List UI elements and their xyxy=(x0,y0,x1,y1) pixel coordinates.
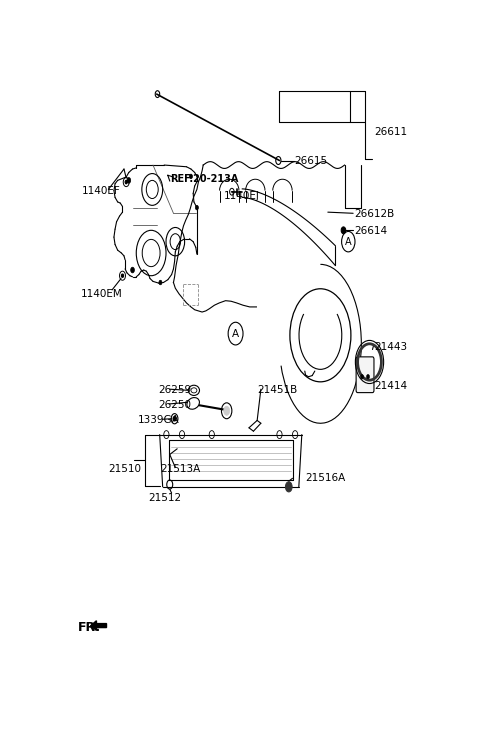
Circle shape xyxy=(190,174,192,178)
Circle shape xyxy=(173,416,176,421)
Ellipse shape xyxy=(188,385,200,396)
Circle shape xyxy=(286,482,292,492)
Ellipse shape xyxy=(191,388,197,393)
Ellipse shape xyxy=(187,397,199,409)
Text: FR.: FR. xyxy=(78,621,101,634)
Circle shape xyxy=(125,181,127,184)
Text: 21414: 21414 xyxy=(374,381,408,391)
Text: 21451B: 21451B xyxy=(257,385,298,395)
Circle shape xyxy=(360,374,363,379)
Text: 26612B: 26612B xyxy=(354,209,394,220)
Circle shape xyxy=(341,227,346,234)
Text: 21513A: 21513A xyxy=(160,464,201,474)
Text: 26611: 26611 xyxy=(374,128,408,137)
Text: 26250: 26250 xyxy=(158,400,192,410)
Text: 21443: 21443 xyxy=(374,342,408,352)
Text: REF.20-213A: REF.20-213A xyxy=(170,174,238,184)
Circle shape xyxy=(367,374,370,379)
Text: 1140EM: 1140EM xyxy=(81,289,122,299)
Text: A: A xyxy=(232,329,239,338)
Text: 26614: 26614 xyxy=(354,226,387,237)
Circle shape xyxy=(159,280,162,284)
Polygon shape xyxy=(91,621,107,630)
Text: A: A xyxy=(345,237,352,247)
Text: 21510: 21510 xyxy=(108,464,142,474)
Text: 1339GA: 1339GA xyxy=(138,416,180,425)
Text: 26259: 26259 xyxy=(158,385,192,395)
Text: 1140EJ: 1140EJ xyxy=(224,192,260,201)
Text: 26615: 26615 xyxy=(294,156,327,166)
Circle shape xyxy=(195,206,198,210)
Circle shape xyxy=(127,178,131,184)
Circle shape xyxy=(131,268,134,273)
Text: 21516A: 21516A xyxy=(305,473,346,483)
Circle shape xyxy=(121,274,124,277)
Text: 21512: 21512 xyxy=(148,493,181,503)
Circle shape xyxy=(224,406,229,416)
FancyBboxPatch shape xyxy=(356,357,374,393)
Text: 1140EF: 1140EF xyxy=(82,186,120,195)
